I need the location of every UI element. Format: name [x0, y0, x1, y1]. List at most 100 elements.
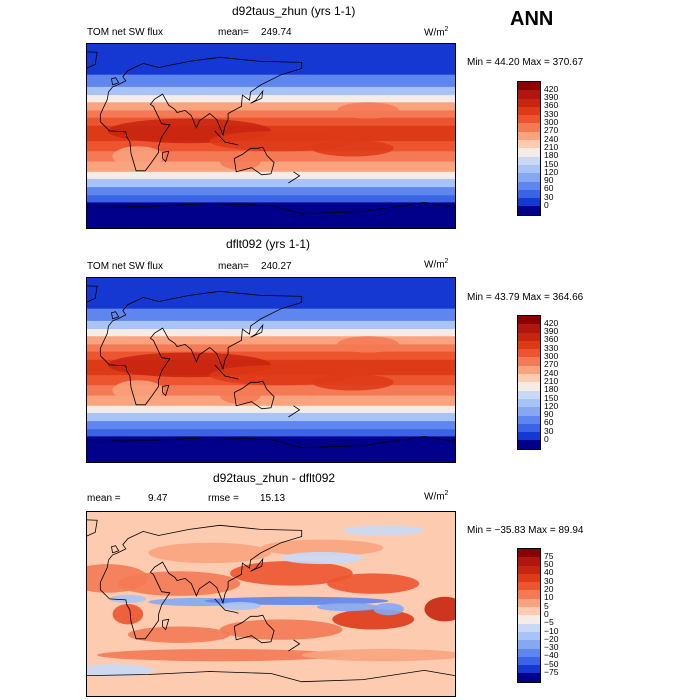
coastline [162, 150, 170, 163]
colorbar-swatch [518, 82, 540, 91]
colorbar-swatch [518, 98, 540, 107]
colorbar-swatch [518, 557, 540, 566]
field-blob [112, 604, 144, 625]
field-blob [87, 664, 154, 677]
colorbar-swatch [518, 181, 540, 190]
field-blob [301, 649, 455, 662]
colorbar-tick-label: 150 [544, 158, 559, 169]
field-band [87, 336, 455, 345]
panel2-title: dflt092 (yrs 1-1) [226, 237, 311, 251]
coastline [288, 639, 301, 652]
field-blob [327, 573, 420, 594]
colorbar-swatch [518, 549, 540, 558]
colorbar-tick-label: 120 [544, 400, 559, 411]
colorbar-swatch [518, 148, 540, 157]
panel3-units-base: W/m [424, 491, 445, 503]
colorbar-tick-label: 30 [544, 425, 554, 436]
panel1-units-exp: 2 [444, 26, 449, 33]
panel3-mean-label: mean = [87, 493, 121, 504]
field-band [87, 110, 455, 119]
coastline [233, 614, 275, 644]
field-band [87, 151, 455, 162]
colorbar-swatch [518, 198, 540, 207]
colorbar-swatch [518, 340, 540, 350]
colorbar-swatch [518, 106, 540, 116]
field-band [87, 178, 455, 188]
colorbar-tick-label: 420 [544, 317, 559, 328]
field-band [87, 161, 455, 173]
field-blob [97, 649, 343, 662]
colorbar-tick-label: 30 [544, 575, 554, 586]
coastline [250, 89, 264, 104]
coastline [162, 384, 170, 397]
colorbar-swatch [518, 173, 540, 182]
colorbar-swatch [518, 374, 540, 383]
colorbar-tick-label: 90 [544, 409, 554, 420]
colorbar-tick-label: 270 [544, 125, 559, 136]
panel2-units-base: W/m [424, 259, 445, 271]
colorbar-tick-label: 5 [544, 600, 549, 611]
season-label: ANN [510, 8, 554, 30]
colorbar-tick-label: 60 [544, 183, 554, 194]
map-plot [87, 44, 455, 228]
colorbar-swatch [518, 349, 540, 358]
colorbar-swatch [518, 607, 540, 616]
coastline [233, 146, 275, 176]
field-band [87, 320, 455, 330]
colorbar-swatch [518, 398, 540, 408]
panel1-min-max: Min = 44.20 Max = 370.67 [467, 57, 584, 68]
field-blob [230, 561, 353, 586]
field-band [87, 421, 455, 430]
coastline [99, 56, 303, 172]
coastline [87, 201, 455, 215]
map-plot [87, 512, 455, 696]
field-blob [112, 380, 164, 401]
colorbar-tick-label: 300 [544, 351, 559, 361]
colorbar-swatch [518, 440, 540, 449]
colorbar-tick-label: 0 [544, 608, 549, 619]
colorbar-swatch [518, 332, 540, 341]
colorbar-tick-label: 90 [544, 175, 554, 186]
colorbar-swatch [518, 631, 540, 641]
coastline [87, 51, 98, 69]
field-blob [373, 603, 404, 616]
colorbar-swatch [518, 590, 540, 599]
coastline [99, 524, 303, 640]
colorbar-tick-label: 210 [544, 141, 559, 152]
colorbar-tick-label: 30 [544, 191, 554, 202]
colorbar-swatch [518, 206, 540, 215]
field-band [87, 86, 455, 96]
panel3-mean-value: 9.47 [148, 493, 168, 504]
colorbar-tick-label: 0 [544, 434, 549, 444]
colorbar-tick-label: 20 [544, 584, 554, 594]
field-band [87, 102, 455, 111]
colorbar-tick-label: 75 [544, 550, 554, 561]
coastline [288, 171, 301, 184]
field-band [87, 278, 455, 310]
colorbar-swatch [518, 615, 540, 624]
panel1-title: d92taus_zhun (yrs 1-1) [232, 4, 356, 18]
colorbar-swatch [518, 390, 540, 399]
colorbar-tick-label: 300 [544, 117, 559, 127]
field-blob [112, 146, 164, 167]
colorbar-swatch [518, 90, 540, 99]
colorbar-swatch [518, 156, 540, 165]
panel2-mean-label: mean= [218, 261, 249, 272]
colorbar-tick-label: 270 [544, 359, 559, 370]
coastline [162, 618, 170, 631]
colorbar-swatch [518, 131, 540, 141]
field-blob [281, 551, 363, 565]
field-blob [109, 594, 147, 603]
field-blob [219, 153, 261, 170]
coastline [250, 323, 264, 338]
colorbar-tick-label: 0 [544, 200, 549, 210]
colorbar-tick-label: 360 [544, 100, 559, 111]
panel3-units: W/m2 [424, 490, 448, 502]
panel3-map [86, 511, 456, 697]
colorbar-swatch [518, 357, 540, 366]
colorbar-tick-label: 120 [544, 166, 559, 177]
colorbar-swatch [518, 623, 540, 632]
coastline [214, 130, 239, 146]
colorbar-swatches [517, 315, 541, 450]
coastline [87, 435, 455, 449]
